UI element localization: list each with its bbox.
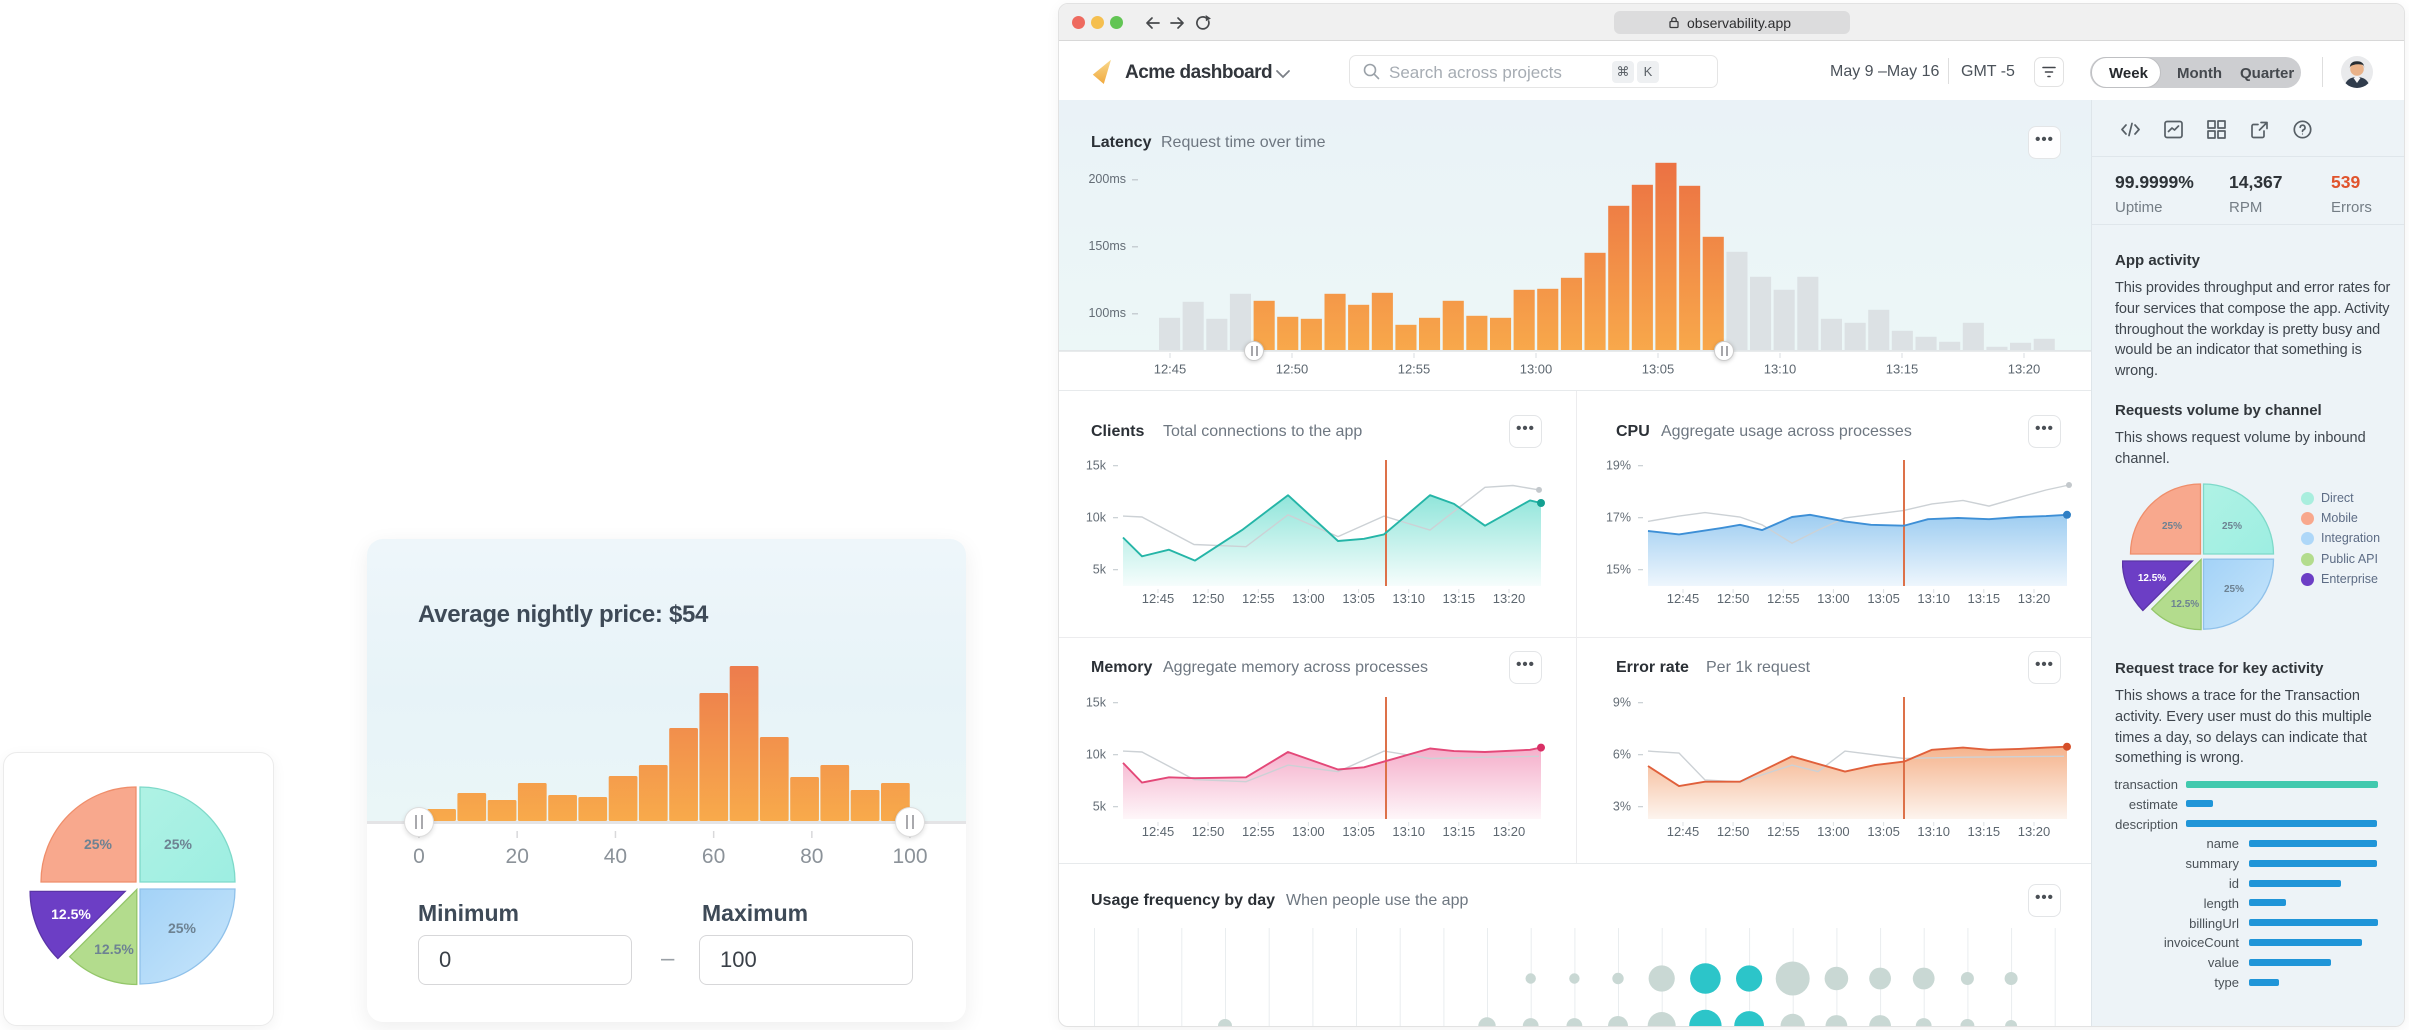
- svg-text:12:45: 12:45: [1667, 824, 1700, 839]
- svg-text:12:50: 12:50: [1192, 591, 1225, 606]
- svg-text:13:00: 13:00: [1292, 591, 1325, 606]
- svg-text:12.5%: 12.5%: [2138, 573, 2166, 584]
- svg-text:13:20: 13:20: [1493, 824, 1526, 839]
- svg-text:12.5%: 12.5%: [51, 906, 91, 922]
- svg-text:25%: 25%: [164, 836, 193, 852]
- svg-text:25%: 25%: [168, 920, 197, 936]
- svg-text:13:20: 13:20: [2008, 362, 2041, 377]
- svg-text:13:00: 13:00: [1292, 824, 1325, 839]
- svg-text:60: 60: [702, 845, 725, 868]
- svg-text:12:55: 12:55: [1767, 591, 1800, 606]
- svg-text:13:05: 13:05: [1867, 824, 1900, 839]
- svg-text:13:20: 13:20: [1493, 591, 1526, 606]
- svg-text:12:55: 12:55: [1398, 362, 1431, 377]
- svg-text:12:45: 12:45: [1154, 362, 1187, 377]
- svg-text:25%: 25%: [84, 836, 113, 852]
- svg-text:100ms: 100ms: [1088, 306, 1126, 320]
- svg-text:25%: 25%: [2162, 521, 2182, 532]
- svg-text:17%: 17%: [1606, 511, 1631, 525]
- svg-text:19%: 19%: [1606, 459, 1631, 473]
- svg-text:25%: 25%: [2222, 521, 2242, 532]
- svg-text:15k: 15k: [1086, 459, 1107, 473]
- svg-text:13:05: 13:05: [1342, 591, 1375, 606]
- svg-text:10k: 10k: [1086, 511, 1107, 525]
- svg-text:13:05: 13:05: [1867, 591, 1900, 606]
- svg-text:13:15: 13:15: [1968, 824, 2001, 839]
- svg-text:15k: 15k: [1086, 696, 1107, 710]
- svg-text:13:10: 13:10: [1392, 591, 1425, 606]
- svg-text:15%: 15%: [1606, 563, 1631, 577]
- svg-text:12:45: 12:45: [1142, 824, 1175, 839]
- svg-text:6%: 6%: [1613, 748, 1631, 762]
- svg-text:40: 40: [604, 845, 627, 868]
- svg-text:5k: 5k: [1093, 800, 1107, 814]
- svg-text:13:15: 13:15: [1968, 591, 2001, 606]
- svg-text:13:20: 13:20: [2018, 591, 2051, 606]
- svg-text:3%: 3%: [1613, 800, 1631, 814]
- svg-text:150ms: 150ms: [1088, 239, 1126, 253]
- svg-text:13:15: 13:15: [1886, 362, 1919, 377]
- svg-text:100: 100: [892, 845, 927, 868]
- svg-text:12:50: 12:50: [1717, 824, 1750, 839]
- svg-text:13:00: 13:00: [1817, 591, 1850, 606]
- svg-text:10k: 10k: [1086, 748, 1107, 762]
- svg-text:5k: 5k: [1093, 563, 1107, 577]
- svg-text:13:05: 13:05: [1642, 362, 1675, 377]
- svg-text:12:45: 12:45: [1142, 591, 1175, 606]
- svg-text:13:00: 13:00: [1520, 362, 1553, 377]
- svg-text:13:10: 13:10: [1917, 591, 1950, 606]
- svg-text:13:10: 13:10: [1392, 824, 1425, 839]
- svg-text:12:50: 12:50: [1276, 362, 1309, 377]
- svg-text:80: 80: [800, 845, 823, 868]
- svg-text:0: 0: [413, 845, 425, 868]
- svg-text:12:50: 12:50: [1717, 591, 1750, 606]
- svg-text:12:55: 12:55: [1242, 591, 1275, 606]
- svg-text:12:55: 12:55: [1767, 824, 1800, 839]
- svg-text:12:50: 12:50: [1192, 824, 1225, 839]
- svg-text:13:10: 13:10: [1917, 824, 1950, 839]
- svg-text:12.5%: 12.5%: [94, 941, 134, 957]
- svg-text:13:20: 13:20: [2018, 824, 2051, 839]
- svg-text:13:00: 13:00: [1817, 824, 1850, 839]
- svg-text:13:10: 13:10: [1764, 362, 1797, 377]
- svg-text:13:15: 13:15: [1443, 591, 1476, 606]
- svg-text:13:05: 13:05: [1342, 824, 1375, 839]
- svg-text:9%: 9%: [1613, 696, 1631, 710]
- svg-text:12:55: 12:55: [1242, 824, 1275, 839]
- svg-text:200ms: 200ms: [1088, 172, 1126, 186]
- svg-text:25%: 25%: [2224, 584, 2244, 595]
- svg-text:12.5%: 12.5%: [2171, 599, 2199, 610]
- svg-text:20: 20: [506, 845, 529, 868]
- svg-text:12:45: 12:45: [1667, 591, 1700, 606]
- svg-text:13:15: 13:15: [1443, 824, 1476, 839]
